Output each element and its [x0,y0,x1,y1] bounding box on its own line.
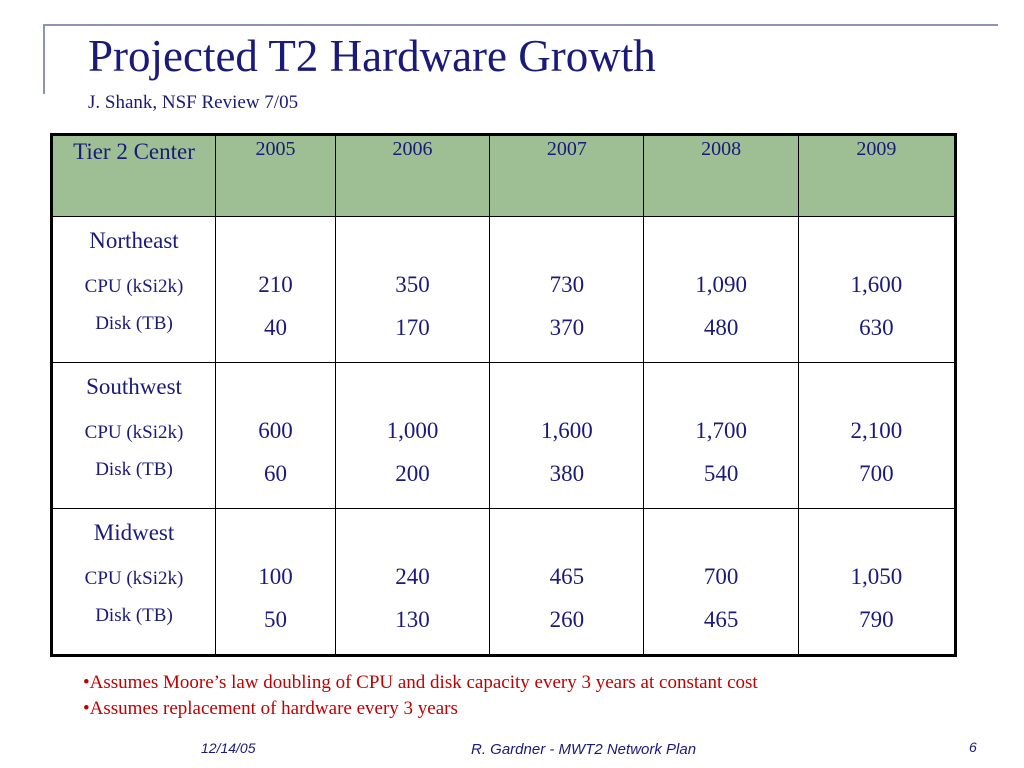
cpu-value: 2,100 [850,418,903,443]
region-name: Midwest [93,520,175,545]
footer-page-number: 6 [969,739,977,755]
cpu-value: 210 [258,272,293,297]
disk-value: 790 [859,607,894,632]
cpu-label: CPU (kSi2k) [84,568,184,589]
cpu-value: 1,600 [850,272,903,297]
disk-value: 50 [263,607,287,632]
value-cell: 600 60 [215,362,336,509]
disk-value: 130 [395,607,430,632]
region-cell: Midwest CPU (kSi2k) Disk (TB) [51,508,216,656]
cpu-label: CPU (kSi2k) [84,276,184,297]
header-year-2006: 2006 [334,134,491,217]
cpu-value: 465 [549,564,585,589]
disk-value: 260 [549,607,585,632]
cpu-value: 700 [703,564,739,589]
disk-label: Disk (TB) [95,605,173,626]
disk-value: 630 [859,315,894,340]
region-name: Northeast [89,228,179,253]
hardware-growth-table: Tier 2 Center 2005 2006 2007 2008 2009 N… [50,133,957,657]
value-cell: 210 40 [215,216,336,363]
cpu-value: 350 [395,272,430,297]
disk-value: 200 [395,461,430,486]
disk-value: 540 [703,461,739,486]
decorative-top-line [43,24,998,26]
value-cell: 1,600 630 [797,216,957,363]
region-cell: Southwest CPU (kSi2k) Disk (TB) [51,362,216,509]
disk-value: 465 [703,607,739,632]
table-row: Midwest CPU (kSi2k) Disk (TB) 100 50 240 1… [51,508,957,656]
value-cell: 240 130 [334,508,491,656]
header-year-2007: 2007 [489,134,645,217]
value-cell: 1,050 790 [797,508,957,656]
cpu-value: 1,700 [695,418,747,443]
value-cell: 1,600 380 [489,362,645,509]
disk-value: 480 [703,315,739,340]
disk-label: Disk (TB) [95,313,173,334]
region-cell: Northeast CPU (kSi2k) Disk (TB) [51,216,216,363]
header-year-2008: 2008 [643,134,799,217]
table-row: Northeast CPU (kSi2k) Disk (TB) 210 40 35… [51,216,957,363]
slide-subtitle: J. Shank, NSF Review 7/05 [88,92,299,113]
slide-title: Projected T2 Hardware Growth [88,31,656,81]
decorative-left-line [43,24,45,94]
region-name: Southwest [86,374,182,399]
table-row: Southwest CPU (kSi2k) Disk (TB) 600 60 1,… [51,362,957,509]
header-year-2005: 2005 [215,134,336,217]
cpu-value: 240 [395,564,430,589]
cpu-value: 1,050 [850,564,903,589]
note-moores-law: •Assumes Moore’s law doubling of CPU and… [83,672,758,693]
footer-date: 12/14/05 [201,740,256,756]
value-cell: 2,100 700 [797,362,957,509]
cpu-value: 730 [549,272,585,297]
cpu-label: CPU (kSi2k) [84,422,184,443]
footer-presentation-title: R. Gardner - MWT2 Network Plan [471,741,697,758]
value-cell: 1,700 540 [643,362,799,509]
disk-value: 370 [549,315,585,340]
cpu-value: 100 [258,564,293,589]
header-tier2-center: Tier 2 Center [51,134,216,217]
disk-value: 170 [395,315,430,340]
header-year-2009: 2009 [797,134,957,217]
header-row: Tier 2 Center 2005 2006 2007 2008 2009 [51,134,957,217]
value-cell: 1,090 480 [643,216,799,363]
disk-value: 380 [549,461,585,486]
disk-value: 40 [263,315,287,340]
assumption-notes: •Assumes Moore’s law doubling of CPU and… [83,670,758,722]
value-cell: 100 50 [215,508,336,656]
cpu-value: 1,090 [695,272,747,297]
disk-value: 700 [859,461,894,486]
value-cell: 700 465 [643,508,799,656]
cpu-value: 1,600 [540,418,593,443]
note-hardware-replacement: •Assumes replacement of hardware every 3… [83,698,458,719]
disk-label: Disk (TB) [95,459,173,480]
value-cell: 465 260 [489,508,645,656]
value-cell: 730 370 [489,216,645,363]
value-cell: 350 170 [334,216,491,363]
cpu-value: 600 [258,418,293,443]
disk-value: 60 [263,461,287,486]
cpu-value: 1,000 [386,418,439,443]
value-cell: 1,000 200 [334,362,491,509]
